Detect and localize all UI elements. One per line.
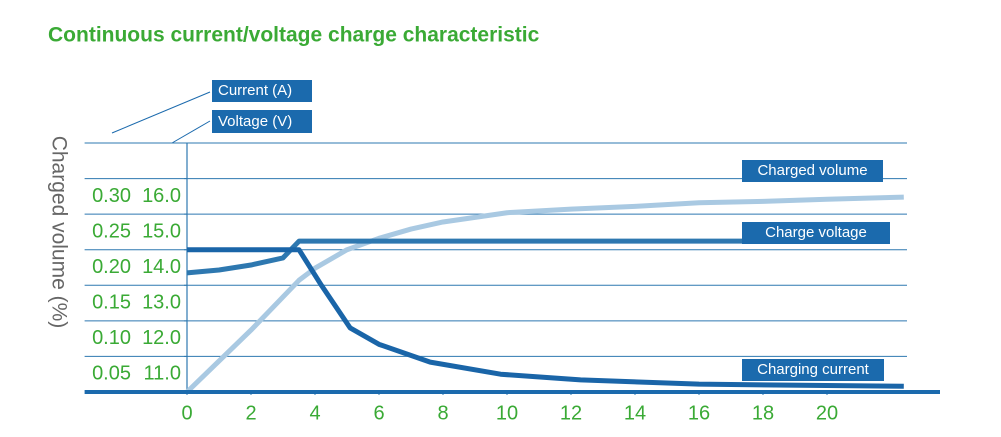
y-tick-label: 0.20 [92, 256, 131, 278]
unit-box [212, 80, 312, 102]
y2-axis-unit: Voltage (V) [218, 113, 292, 130]
series-line [187, 247, 904, 389]
x-tick-label: 14 [624, 402, 646, 424]
series-tag [742, 222, 890, 244]
y-tick-label: 0.30 [92, 185, 131, 207]
y-tick-label: 0.05 [92, 363, 131, 385]
x-tick-label: 20 [816, 402, 838, 424]
y2-tick-label: 16.0 [142, 185, 181, 207]
y2-tick-label: 11.0 [144, 363, 181, 385]
x-tick-label: 18 [752, 402, 774, 424]
series-label: Charging current [757, 361, 870, 378]
series-tag [742, 160, 883, 182]
y2-tick-label: 15.0 [142, 220, 181, 242]
y2-tick-label: 13.0 [142, 292, 181, 314]
series-tag [742, 359, 884, 381]
unit-leader [111, 91, 211, 134]
x-tick-label: 8 [437, 402, 448, 424]
y-tick-label: 0.10 [92, 327, 131, 349]
x-tick-label: 4 [309, 402, 320, 424]
series-line [186, 238, 747, 276]
y-tick-label: 0.25 [92, 220, 131, 242]
unit-leader [171, 120, 211, 144]
series-label: Charged volume [757, 162, 867, 179]
x-tick-label: 2 [245, 402, 256, 424]
y2-tick-label: 12.0 [142, 327, 181, 349]
x-tick-label: 6 [373, 402, 384, 424]
series-label: Charge voltage [765, 224, 867, 241]
x-tick-label: 12 [560, 402, 582, 424]
x-tick-label: 10 [496, 402, 518, 424]
y-tick-label: 0.15 [92, 292, 131, 314]
x-tick-label: 16 [688, 402, 710, 424]
series-line [185, 194, 904, 394]
unit-box [212, 110, 312, 133]
x-tick-label: 0 [181, 402, 192, 424]
chart-title: Continuous current/voltage charge charac… [48, 24, 540, 47]
volume-axis-label: Charged volume (%) [47, 136, 70, 329]
y2-tick-label: 14.0 [142, 256, 181, 278]
y-axis-unit: Current (A) [218, 82, 292, 99]
